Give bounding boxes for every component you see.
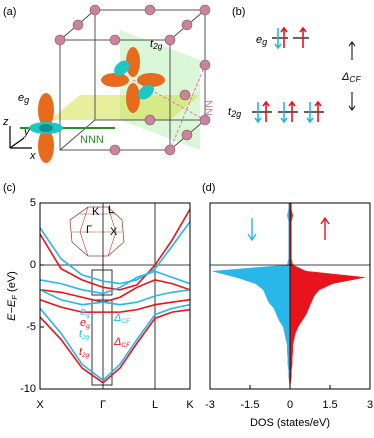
crystal-drawing [9,4,211,163]
bz-inset [69,206,125,257]
t2g-annot: t2g [79,328,90,341]
spin-down-arrow [247,218,257,242]
inset-label: K [92,206,100,218]
eg-level-label-sub: g [262,37,267,47]
x-tick-label: 0 [287,399,293,411]
x-tick-label: 3 [367,399,373,411]
dos-area [289,202,365,390]
y-axis-label: E−EF (eV) [6,271,19,321]
t2g-annot-sub: 2g [81,334,90,341]
x-tick-label: X [36,399,44,411]
x-tick-label: L [152,399,158,411]
x-tick-label: Γ [100,399,106,411]
orbital-left [29,93,63,163]
band [40,303,190,382]
y-axis-label-tail: (eV) [6,271,18,295]
t2g-label-sub: 2g [152,41,163,51]
panel-label: (c) [3,182,16,194]
t2g-level-label: t2g [228,106,241,120]
axis-letter: y [23,126,31,138]
inset-label: X [110,226,118,238]
band [40,208,190,291]
eg-annot: eg [80,306,90,319]
band [40,289,190,306]
delta-annot: ΔCF [113,336,131,349]
band [40,279,190,304]
t2g-label: t2g [150,38,163,51]
plot-frame [209,202,371,390]
x-axis-label: DOS (states/eV) [250,417,330,429]
band [40,221,190,285]
nn-bonds [132,64,206,151]
eg-annot-base: e [80,306,86,318]
x-tick-label: -1.5 [241,399,260,411]
x-tick-label: 1.5 [322,399,337,411]
gap-arrow [348,41,356,111]
y-axis-label-base: E−E [6,299,18,321]
nnn-label: NNN [80,134,104,146]
zoom-box [91,299,113,386]
delta-annot-base: Δ [113,336,121,348]
y-tick-label: 0 [30,259,36,271]
eg-level-label-base: e [256,34,262,46]
t2g-label-base: t [150,38,154,50]
band [40,270,190,295]
band [40,308,190,384]
delta-annot-base: Δ [113,312,121,324]
y-axis-label-sub: F [10,294,19,300]
axis-letter: x [29,150,36,162]
panel-label: (d) [202,182,215,194]
y-tick-label: -5 [26,321,36,333]
eg-label-sub: g [24,95,29,105]
inset-label: L [108,204,114,216]
delta-annot-sub: CF [121,342,131,349]
plane [50,95,200,120]
spin-up-arrow [320,216,330,240]
y-tick-label: -10 [20,383,36,395]
band [40,298,190,313]
t2g-annot-base: t [79,328,83,340]
axis-letter: z [2,116,9,128]
eg-label-base: e [18,92,24,104]
panel-label: (a) [3,6,16,18]
t2g-annot-sub: 2g [81,352,90,359]
eg-level-label: eg [256,34,267,48]
dos-area [212,202,291,390]
eg-label: eg [18,92,29,106]
eg-annot-sub: g [86,323,90,330]
eg-annot-base: e [80,317,86,329]
y-tick-label: 5 [30,197,36,209]
delta-label-sub: CF [349,74,361,84]
orbital-center [101,47,165,113]
delta-annot-sub: CF [121,318,131,325]
nn-label: NN [202,100,214,116]
t2g-level-label-base: t [228,106,232,118]
plot-frame [39,202,191,390]
level-diagram [252,26,356,124]
axes-arrows [9,126,32,149]
t2g-annot-base: t [79,346,83,358]
levels [252,37,324,113]
spins [254,26,322,124]
delta-label-base: Δ [341,71,349,83]
eg-annot-sub: g [86,312,90,319]
x-tick-label: K [186,399,194,411]
panel-label: (b) [232,6,245,18]
t2g-level-label-sub: 2g [230,109,241,119]
delta-label: ΔCF [341,71,361,84]
x-tick-label: -3 [205,399,215,411]
atoms [54,4,211,156]
inset-label: Γ [86,224,92,236]
delta-annot: ΔCF [113,312,131,325]
t2g-annot: t2g [79,346,90,359]
eg-annot: eg [80,317,90,330]
